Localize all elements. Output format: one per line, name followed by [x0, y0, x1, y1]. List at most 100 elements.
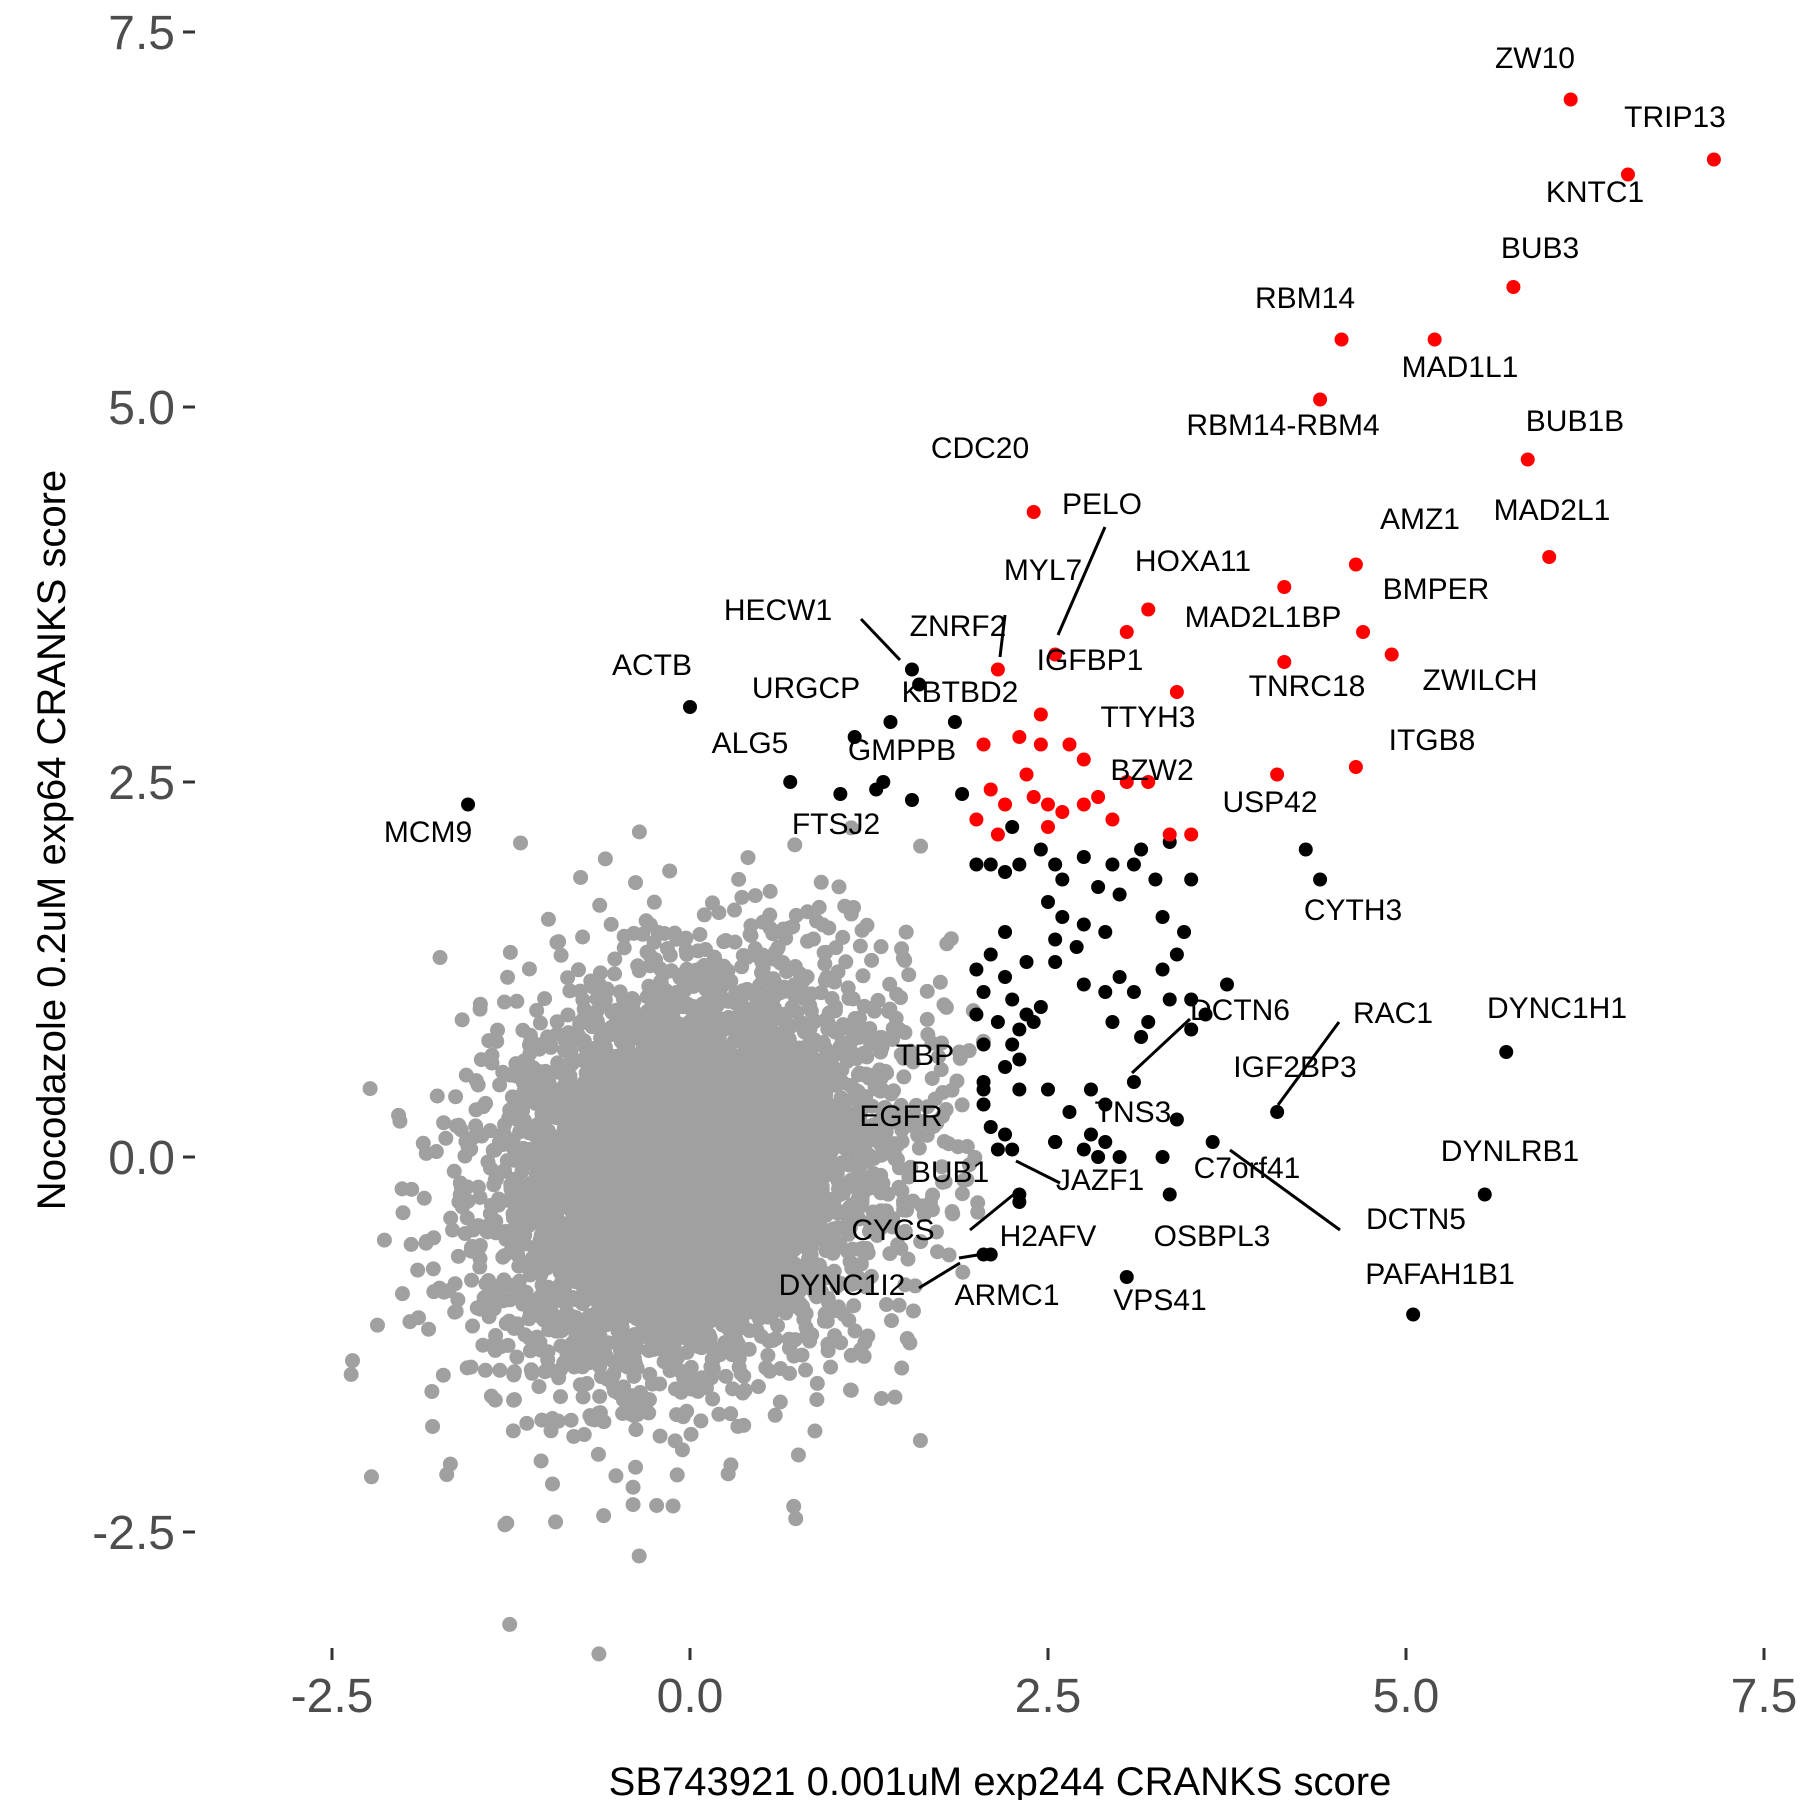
- background-gene-point: [531, 1379, 547, 1395]
- background-gene-point: [792, 1263, 808, 1279]
- background-gene-point: [394, 1181, 410, 1197]
- background-gene-point: [721, 1207, 737, 1223]
- background-gene-point: [665, 1192, 681, 1208]
- background-gene-point: [891, 1179, 907, 1195]
- background-gene-point: [941, 1247, 957, 1263]
- background-gene-point: [792, 966, 808, 982]
- background-gene-point: [664, 1158, 680, 1174]
- background-gene-point: [735, 1385, 751, 1401]
- background-gene-point: [596, 1049, 612, 1065]
- background-gene-point: [591, 1646, 607, 1662]
- background-gene-point: [549, 934, 565, 950]
- background-gene-point: [584, 1167, 600, 1183]
- background-gene-point: [733, 1365, 749, 1381]
- background-gene-point: [619, 1067, 635, 1083]
- background-gene-point: [782, 920, 798, 936]
- background-gene-point: [627, 1204, 643, 1220]
- background-gene-point: [739, 949, 755, 965]
- background-gene-point: [838, 1153, 854, 1169]
- background-gene-point: [644, 1191, 660, 1207]
- background-gene-point: [832, 1187, 848, 1203]
- background-gene-point: [775, 1037, 791, 1053]
- background-gene-point: [490, 1022, 506, 1038]
- background-gene-point: [592, 1388, 608, 1404]
- background-gene-point: [506, 1364, 522, 1380]
- background-gene-point: [837, 1129, 853, 1145]
- background-gene-point: [704, 1052, 720, 1068]
- background-gene-point: [425, 1418, 441, 1434]
- background-gene-point: [657, 1255, 673, 1271]
- background-gene-point: [508, 1245, 524, 1261]
- background-gene-point: [531, 1041, 547, 1057]
- background-gene-point: [642, 958, 658, 974]
- background-gene-point: [521, 961, 537, 977]
- background-gene-point: [762, 907, 778, 923]
- background-gene-point: [678, 1149, 694, 1165]
- hit-point: [869, 782, 884, 797]
- background-gene-point: [787, 1160, 803, 1176]
- background-gene-point: [807, 1423, 823, 1439]
- background-gene-point: [471, 1240, 487, 1256]
- background-gene-point: [780, 1200, 796, 1216]
- background-gene-point: [856, 1348, 872, 1364]
- background-gene-point: [519, 1415, 535, 1431]
- background-gene-point: [524, 1187, 540, 1203]
- background-gene-point: [913, 1234, 929, 1250]
- background-gene-point: [943, 931, 959, 947]
- background-gene-point: [669, 1467, 685, 1483]
- background-gene-point: [762, 883, 778, 899]
- background-gene-point: [809, 1392, 825, 1408]
- background-gene-point: [562, 1111, 578, 1127]
- background-gene-point: [902, 1043, 918, 1059]
- background-gene-point: [655, 966, 671, 982]
- hit-point: [912, 677, 927, 692]
- background-gene-point: [841, 1312, 857, 1328]
- background-gene-point: [666, 1099, 682, 1115]
- background-gene-point: [497, 1223, 513, 1239]
- background-gene-point: [691, 1253, 707, 1269]
- background-gene-point: [835, 929, 851, 945]
- background-gene-point: [457, 1226, 473, 1242]
- background-gene-point: [464, 1272, 480, 1288]
- background-gene-point: [891, 1297, 907, 1313]
- background-gene-point: [502, 944, 518, 960]
- background-gene-point: [645, 1255, 661, 1271]
- background-gene-point: [630, 958, 646, 974]
- background-gene-point: [828, 1106, 844, 1122]
- background-gene-point: [529, 1002, 545, 1018]
- background-gene-point: [826, 1221, 842, 1237]
- background-gene-point: [448, 1303, 464, 1319]
- background-gene-point: [492, 1077, 508, 1093]
- background-gene-point: [662, 863, 678, 879]
- background-gene-point: [511, 1287, 527, 1303]
- background-gene-point: [734, 1266, 750, 1282]
- background-gene-point: [932, 974, 948, 990]
- background-gene-point: [610, 1134, 626, 1150]
- background-gene-point: [559, 1345, 575, 1361]
- background-gene-point: [820, 1139, 836, 1155]
- background-gene-point: [607, 951, 623, 967]
- background-gene-point: [560, 970, 576, 986]
- background-gene-point: [717, 1335, 733, 1351]
- background-gene-point: [642, 1366, 658, 1382]
- background-gene-point: [815, 1051, 831, 1067]
- background-gene-point: [642, 917, 658, 933]
- background-gene-point: [738, 1203, 754, 1219]
- background-gene-point: [743, 1282, 759, 1298]
- background-gene-point: [787, 837, 803, 853]
- background-gene-point: [429, 1088, 445, 1104]
- background-gene-point: [654, 1045, 670, 1061]
- background-gene-point: [500, 1192, 516, 1208]
- background-gene-point: [788, 907, 804, 923]
- background-gene-point: [738, 1041, 754, 1057]
- background-gene-point: [600, 1061, 616, 1077]
- hit-point: [904, 662, 919, 677]
- background-gene-point: [500, 969, 516, 985]
- background-gene-point: [805, 1039, 821, 1055]
- background-gene-point: [701, 1098, 717, 1114]
- background-gene-point: [652, 1147, 668, 1163]
- background-gene-point: [767, 1194, 783, 1210]
- background-gene-point: [819, 1313, 835, 1329]
- background-gene-point: [778, 1146, 794, 1162]
- background-gene-point: [506, 1392, 522, 1408]
